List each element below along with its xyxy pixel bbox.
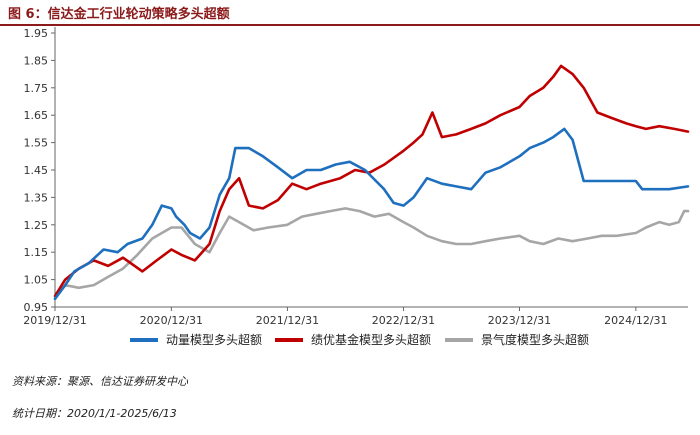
- y-tick-label-6: 1.55: [24, 137, 49, 150]
- y-tick-label-10: 1.95: [24, 27, 49, 40]
- y-tick-label-0: 0.95: [24, 301, 49, 314]
- x-tick-label-3: 2022/12/31: [372, 314, 435, 327]
- y-tick-label-9: 1.85: [24, 54, 49, 67]
- y-tick-label-7: 1.65: [24, 109, 49, 122]
- legend-swatch-fund: [275, 337, 303, 342]
- x-tick-label-5: 2024/12/31: [604, 314, 667, 327]
- y-tick-label-3: 1.25: [24, 219, 49, 232]
- figure-title: 图 6：信达金工行业轮动策略多头超额: [8, 7, 230, 22]
- y-tick-label-8: 1.75: [24, 82, 49, 95]
- y-tick-label-4: 1.35: [24, 191, 49, 204]
- legend-label-fund: 绩优基金模型多头超额: [311, 333, 432, 347]
- y-tick-label-1: 1.05: [24, 274, 49, 287]
- x-tick-label-1: 2020/12/31: [140, 314, 203, 327]
- series-line-0: [53, 127, 690, 301]
- legend-item-momentum: 动量模型多头超额: [130, 331, 262, 348]
- line-chart: 0.95 1.05 1.15 1.25 1.35 1.45 1.55 1.65 1.75 1.85…: [23, 27, 690, 327]
- x-tick-label-0: 2019/12/31: [23, 314, 86, 327]
- y-tick-label-2: 1.15: [24, 246, 49, 259]
- legend-label-prosperity: 景气度模型多头超额: [481, 333, 590, 347]
- legend-item-fund: 绩优基金模型多头超额: [275, 331, 431, 348]
- series-line-2: [53, 207, 690, 301]
- title-bar: 图 6：信达金工行业轮动策略多头超额: [0, 0, 700, 26]
- legend-swatch-momentum: [130, 337, 158, 342]
- legend-item-prosperity: 景气度模型多头超额: [445, 331, 589, 348]
- legend: 动量模型多头超额 绩优基金模型多头超额 景气度模型多头超额: [0, 331, 700, 351]
- series-line-1: [53, 64, 690, 298]
- period-note: 统计日期：2020/1/1-2025/6/13: [12, 407, 177, 420]
- x-tick-label-4: 2023/12/31: [488, 314, 551, 327]
- legend-swatch-prosperity: [445, 337, 473, 342]
- legend-label-momentum: 动量模型多头超额: [166, 333, 263, 347]
- y-tick-label-5: 1.45: [24, 164, 49, 177]
- source-note: 资料来源：聚源、信达证券研发中心: [12, 375, 188, 388]
- x-tick-label-2: 2021/12/31: [256, 314, 319, 327]
